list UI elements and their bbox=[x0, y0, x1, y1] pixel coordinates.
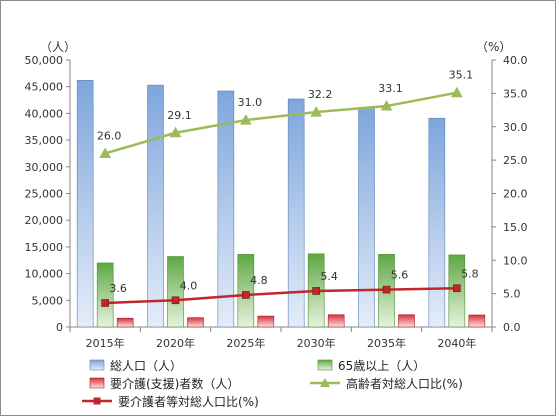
legend-swatch bbox=[317, 359, 333, 371]
legend-label: 要介護者等対総人口比(%) bbox=[118, 394, 259, 409]
marker-care-ratio bbox=[312, 287, 320, 295]
legend-label: 総人口（人） bbox=[110, 359, 182, 373]
bar-care-needed bbox=[468, 314, 486, 328]
data-label-elderly-ratio: 32.2 bbox=[308, 88, 333, 101]
y-tick-label-left: 10,000 bbox=[25, 268, 64, 281]
y-tick-label-left: 40,000 bbox=[25, 107, 64, 120]
line-elderly-ratio bbox=[104, 91, 458, 155]
marker-elderly-ratio bbox=[450, 86, 463, 98]
lines bbox=[99, 86, 463, 307]
bar-total-population bbox=[428, 117, 446, 328]
x-tick-label: 2030年 bbox=[297, 336, 336, 350]
line-care-ratio bbox=[105, 287, 457, 305]
legend-swatch bbox=[89, 377, 105, 389]
right-axis-unit: （%） bbox=[476, 40, 511, 54]
legend: 総人口（人） 65歳以上（人） 要介護(支援)者数（人） 高齢者対総人口比(%) 要介護… bbox=[82, 359, 463, 409]
marker-elderly-ratio bbox=[169, 126, 182, 138]
data-label-elderly-ratio: 26.0 bbox=[97, 129, 122, 142]
bar-care-needed bbox=[398, 314, 415, 328]
x-tick-label: 2015年 bbox=[86, 336, 125, 350]
y-tick-label-right: 40.0 bbox=[503, 54, 528, 67]
y-tick-label-left: 15,000 bbox=[25, 241, 64, 254]
marker-elderly-ratio bbox=[239, 114, 252, 125]
data-label-elderly-ratio: 29.1 bbox=[167, 109, 192, 122]
y-tick-label-left: 5,000 bbox=[32, 294, 64, 307]
bar-total-population bbox=[76, 79, 94, 328]
legend-label: 高齢者対総人口比(%) bbox=[346, 376, 463, 391]
bar-aged-65-plus bbox=[237, 254, 255, 328]
data-label-elderly-ratio: 33.1 bbox=[378, 82, 403, 95]
x-tick-label: 2025年 bbox=[226, 336, 265, 350]
y-tick-label-right: 25.0 bbox=[503, 154, 528, 167]
bar-total-population bbox=[147, 84, 164, 328]
left-axis-unit: （人） bbox=[40, 40, 76, 54]
y-tick-label-right: 20.0 bbox=[503, 188, 528, 201]
data-label-care-ratio: 5.4 bbox=[320, 270, 338, 283]
bar-care-needed bbox=[327, 314, 345, 328]
y-tick-label-left: 20,000 bbox=[25, 214, 64, 227]
marker-elderly-ratio bbox=[310, 106, 323, 117]
bar-care-needed bbox=[187, 317, 204, 328]
legend-marker bbox=[320, 378, 330, 387]
marker-elderly-ratio bbox=[99, 147, 112, 158]
marker-care-ratio bbox=[101, 299, 109, 307]
x-tick-label: 2040年 bbox=[437, 336, 476, 350]
y-tick-label-left: 45,000 bbox=[25, 81, 64, 94]
axes: 0 5,000 10,000 15,000 20,000 25,000 30,000 35,0… bbox=[25, 40, 528, 350]
data-label-care-ratio: 3.6 bbox=[109, 282, 127, 295]
y-tick-label-right: 5.0 bbox=[503, 288, 521, 301]
legend-marker bbox=[93, 397, 101, 405]
y-tick-label-right: 10.0 bbox=[503, 254, 528, 267]
bar-total-population bbox=[358, 107, 375, 328]
legend-label: 要介護(支援)者数（人） bbox=[110, 376, 239, 391]
y-tick-label-left: 30,000 bbox=[25, 161, 64, 174]
bar-care-needed bbox=[257, 315, 275, 328]
y-tick-label-left: 50,000 bbox=[25, 54, 64, 67]
data-labels: 26.0 29.1 31.0 32.2 33.1 35.1 3.6 4.0 4.8 5.4 5.6 5… bbox=[97, 69, 479, 295]
bar-total-population bbox=[287, 98, 305, 328]
bar-aged-65-plus bbox=[167, 256, 184, 328]
y-tick-label-left: 35,000 bbox=[25, 134, 64, 147]
bar-total-population bbox=[217, 90, 235, 328]
y-tick-label-right: 15.0 bbox=[503, 221, 528, 234]
x-tick-label: 2020年 bbox=[156, 336, 195, 350]
y-tick-label-left: 0 bbox=[56, 321, 63, 334]
y-tick-label-right: 35.0 bbox=[503, 87, 528, 100]
legend-swatch bbox=[89, 359, 105, 371]
marker-care-ratio bbox=[382, 285, 391, 294]
y-tick-label-right: 30.0 bbox=[503, 121, 528, 134]
y-tick-label-left: 25,000 bbox=[25, 188, 64, 201]
marker-care-ratio bbox=[242, 291, 250, 299]
data-label-care-ratio: 5.8 bbox=[461, 267, 479, 280]
marker-care-ratio bbox=[453, 284, 461, 293]
y-tick-label-right: 0.0 bbox=[503, 321, 521, 334]
marker-elderly-ratio bbox=[380, 100, 393, 111]
bar-aged-65-plus bbox=[96, 262, 114, 328]
data-label-care-ratio: 4.8 bbox=[250, 274, 268, 287]
x-tick-label: 2035年 bbox=[367, 336, 406, 350]
legend-label: 65歳以上（人） bbox=[338, 359, 425, 373]
bar-care-needed bbox=[116, 317, 134, 328]
data-label-elderly-ratio: 31.0 bbox=[238, 96, 263, 109]
marker-care-ratio bbox=[171, 296, 180, 305]
data-label-care-ratio: 4.0 bbox=[180, 279, 198, 292]
data-label-elderly-ratio: 35.1 bbox=[449, 69, 474, 82]
data-label-care-ratio: 5.6 bbox=[391, 269, 409, 282]
bars bbox=[76, 79, 486, 328]
